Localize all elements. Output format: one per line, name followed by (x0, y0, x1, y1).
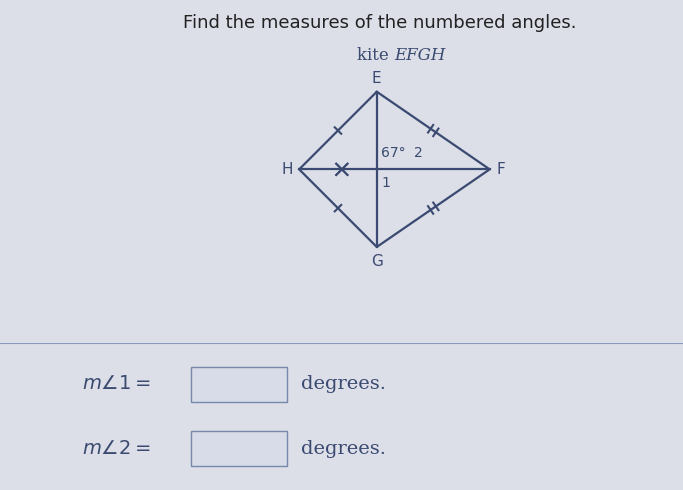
FancyBboxPatch shape (191, 431, 287, 466)
Text: 2: 2 (414, 147, 423, 160)
Text: 67°: 67° (381, 147, 406, 160)
Text: Find the measures of the numbered angles.: Find the measures of the numbered angles… (183, 14, 576, 32)
Text: G: G (371, 254, 382, 269)
Text: $m\angle 1=$: $m\angle 1=$ (82, 375, 151, 393)
Text: EFGH: EFGH (394, 47, 446, 64)
Text: kite: kite (357, 47, 394, 64)
FancyBboxPatch shape (191, 367, 287, 402)
Text: F: F (496, 162, 505, 177)
Text: degrees.: degrees. (301, 375, 385, 393)
Text: E: E (372, 72, 382, 86)
Text: $m\angle 2=$: $m\angle 2=$ (82, 440, 151, 458)
Text: H: H (281, 162, 293, 177)
Text: degrees.: degrees. (301, 440, 385, 458)
Text: 1: 1 (381, 176, 390, 191)
